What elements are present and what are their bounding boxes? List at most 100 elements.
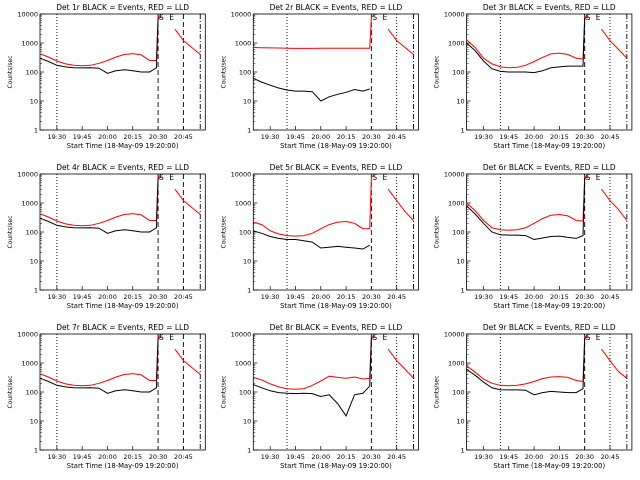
events-series-line	[466, 176, 589, 241]
x-tick-label: 19:30	[474, 293, 493, 301]
y-tick-label: 100	[452, 229, 464, 237]
lld-series-line	[387, 348, 414, 379]
y-tick-label: 10	[243, 258, 251, 266]
plot-frame	[252, 13, 420, 131]
detector-panel: Det 5r BLACK = Events, RED = LLD 1 10 100 10…	[220, 163, 420, 310]
y-tick-label: 10	[456, 258, 464, 266]
panel-title: Det 7r BLACK = Events, RED = LLD	[56, 323, 189, 332]
plot-frame	[39, 173, 206, 291]
y-tick-label: 100	[26, 389, 38, 397]
x-tick-label: 20:00	[98, 453, 117, 461]
lld-series-line	[466, 174, 589, 231]
x-tick-label: 20:00	[525, 453, 544, 461]
detector-panel: Det 3r BLACK = Events, RED = LLD 1 10 100 10…	[434, 3, 633, 150]
y-tick-label: 10	[30, 418, 38, 426]
x-tick-label: 19:30	[48, 133, 67, 141]
x-tick-label: 19:45	[286, 453, 305, 461]
y-tick-label: 1000	[21, 360, 38, 368]
lld-series-line	[174, 28, 201, 55]
x-tick-label: 19:45	[286, 133, 305, 141]
lld-series-line	[39, 174, 162, 227]
lld-series-line	[466, 14, 589, 69]
x-tick-label: 20:45	[601, 133, 620, 141]
x-tick-label: 20:45	[387, 293, 406, 301]
y-tick-label: 1	[34, 447, 38, 455]
y-tick-label: 1	[34, 287, 38, 295]
x-axis-label: Start Time (18-May-09 19:20:00)	[280, 302, 392, 310]
y-tick-label: 1000	[448, 360, 465, 368]
panel-title: Det 5r BLACK = Events, RED = LLD	[270, 163, 403, 172]
panel-title: Det 6r BLACK = Events, RED = LLD	[483, 163, 616, 172]
y-axis-label: Counts/sec	[7, 215, 14, 248]
y-axis-label: Counts/sec	[434, 215, 441, 248]
y-axis-label: Counts/sec	[220, 375, 227, 408]
x-axis-label: Start Time (18-May-09 19:20:00)	[280, 142, 392, 150]
x-tick-label: 20:45	[174, 293, 193, 301]
x-tick-label: 20:00	[98, 133, 117, 141]
x-tick-label: 20:00	[311, 293, 330, 301]
y-tick-label: 100	[452, 69, 464, 77]
y-tick-label: 10000	[444, 171, 465, 179]
x-tick-label: 20:00	[525, 293, 544, 301]
flare-marker-label: E	[382, 333, 387, 342]
x-tick-label: 19:45	[499, 133, 518, 141]
y-tick-label: 10000	[17, 331, 38, 339]
y-tick-label: 1000	[448, 40, 465, 48]
y-tick-label: 100	[26, 229, 38, 237]
x-tick-label: 20:45	[174, 453, 193, 461]
x-axis-label: Start Time (18-May-09 19:20:00)	[280, 462, 392, 470]
detector-panel: Det 1r BLACK = Events, RED = LLD 1 10 100 10…	[7, 3, 206, 150]
x-axis-label: Start Time (18-May-09 19:20:00)	[493, 462, 605, 470]
events-series-line	[253, 77, 370, 102]
flare-marker-label: S	[372, 13, 377, 22]
flare-marker-label: E	[169, 173, 174, 182]
lld-series-line	[601, 348, 628, 379]
plot-frame	[39, 333, 206, 451]
events-series-line	[466, 336, 589, 396]
x-tick-label: 20:30	[149, 293, 168, 301]
x-tick-label: 20:30	[575, 293, 594, 301]
flare-marker-label: S	[586, 173, 591, 182]
detector-panel: Det 6r BLACK = Events, RED = LLD 1 10 100 10…	[434, 163, 633, 310]
y-tick-label: 10000	[231, 171, 252, 179]
lld-series-line	[174, 188, 201, 215]
y-tick-label: 1	[34, 127, 38, 135]
y-tick-label: 1000	[448, 200, 465, 208]
x-tick-label: 19:30	[48, 453, 67, 461]
lld-series-line	[253, 14, 375, 49]
x-axis-label: Start Time (18-May-09 19:20:00)	[67, 142, 179, 150]
y-tick-label: 10000	[231, 331, 252, 339]
x-axis-label: Start Time (18-May-09 19:20:00)	[67, 302, 179, 310]
y-axis-label: Counts/sec	[220, 215, 227, 248]
flare-marker-label: S	[372, 173, 377, 182]
lld-series-line	[253, 334, 375, 390]
y-tick-label: 10	[456, 418, 464, 426]
x-axis-label: Start Time (18-May-09 19:20:00)	[493, 142, 605, 150]
y-tick-label: 10	[456, 98, 464, 106]
y-tick-label: 1	[460, 287, 464, 295]
x-tick-label: 20:00	[98, 293, 117, 301]
flare-marker-label: E	[596, 13, 601, 22]
x-tick-label: 19:30	[261, 453, 280, 461]
x-tick-label: 20:45	[601, 453, 620, 461]
x-tick-label: 20:15	[337, 453, 356, 461]
x-tick-label: 20:45	[174, 133, 193, 141]
detector-panel: Det 4r BLACK = Events, RED = LLD 1 10 100 10…	[7, 163, 206, 310]
panel-title: Det 1r BLACK = Events, RED = LLD	[56, 3, 189, 12]
x-tick-label: 19:45	[73, 293, 92, 301]
flare-marker-label: S	[586, 333, 591, 342]
x-tick-label: 20:45	[387, 453, 406, 461]
x-tick-label: 19:45	[73, 133, 92, 141]
y-tick-label: 1	[247, 127, 251, 135]
x-tick-label: 19:45	[499, 453, 518, 461]
y-tick-label: 10	[243, 418, 251, 426]
x-tick-label: 19:30	[474, 453, 493, 461]
x-tick-label: 20:00	[311, 133, 330, 141]
flare-marker-label: E	[596, 173, 601, 182]
x-tick-label: 20:30	[149, 453, 168, 461]
y-tick-label: 100	[239, 69, 251, 77]
flare-marker-label: E	[596, 333, 601, 342]
y-axis-label: Counts/sec	[7, 55, 14, 88]
panel-title: Det 3r BLACK = Events, RED = LLD	[483, 3, 616, 12]
